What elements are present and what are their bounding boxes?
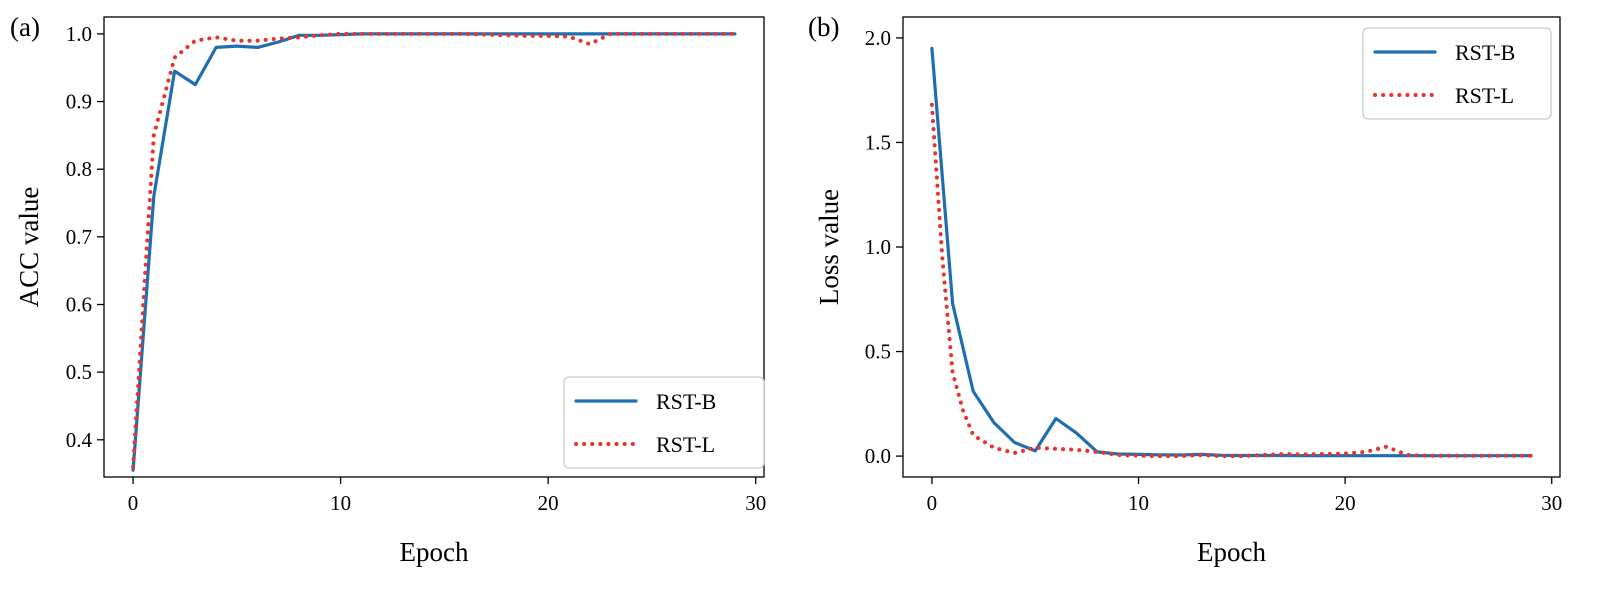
x-tick-label: 0 — [128, 491, 139, 515]
y-tick-label: 1.0 — [865, 235, 891, 259]
x-axis-label: Epoch — [1197, 537, 1266, 567]
y-axis-label: ACC value — [14, 187, 44, 308]
y-tick-label: 0.5 — [865, 340, 891, 364]
y-tick-label: 0.4 — [66, 428, 93, 452]
x-tick-label: 30 — [1541, 491, 1562, 515]
y-tick-label: 0.0 — [865, 444, 891, 468]
legend: RST-B RST-L — [1362, 27, 1552, 120]
x-tick-label: 0 — [927, 491, 938, 515]
plot-frame — [103, 16, 765, 478]
x-tick-label: 20 — [538, 491, 559, 515]
chart-acc: (a) 0 10 20 30 0.4 0.5 0.6 0.7 0.8 0.9 1.0 Epoch ACC … — [10, 12, 766, 567]
legend-label-rst-l: RST-L — [656, 432, 715, 457]
panel-label: (b) — [808, 12, 839, 42]
x-tick-label: 30 — [745, 491, 766, 515]
y-tick-label: 1.0 — [66, 22, 92, 46]
x-tick-label: 10 — [330, 491, 351, 515]
y-tick-label: 0.5 — [66, 360, 92, 384]
y-tick-label: 0.8 — [66, 157, 92, 181]
y-tick-label: 2.0 — [865, 26, 891, 50]
x-axis-label: Epoch — [400, 537, 469, 567]
series-line-rst-l — [131, 31, 737, 469]
chart-loss: (b) 0 10 20 30 0.0 0.5 1.0 1.5 2.0 Epoch Loss value… — [808, 12, 1562, 567]
legend-label-rst-b: RST-B — [656, 389, 716, 414]
legend: RST-B RST-L — [563, 376, 765, 469]
x-tick-label: 10 — [1128, 491, 1149, 515]
y-tick-label: 0.7 — [66, 225, 92, 249]
panel-label: (a) — [10, 12, 40, 42]
y-tick-label: 0.6 — [66, 293, 92, 317]
y-axis-label: Loss value — [814, 189, 844, 305]
x-tick-label: 20 — [1335, 491, 1356, 515]
legend-label-rst-b: RST-B — [1455, 40, 1515, 65]
legend-label-rst-l: RST-L — [1455, 83, 1514, 108]
y-tick-label: 0.9 — [66, 90, 92, 114]
y-tick-label: 1.5 — [865, 130, 891, 154]
series-line-rst-l — [929, 102, 1534, 459]
